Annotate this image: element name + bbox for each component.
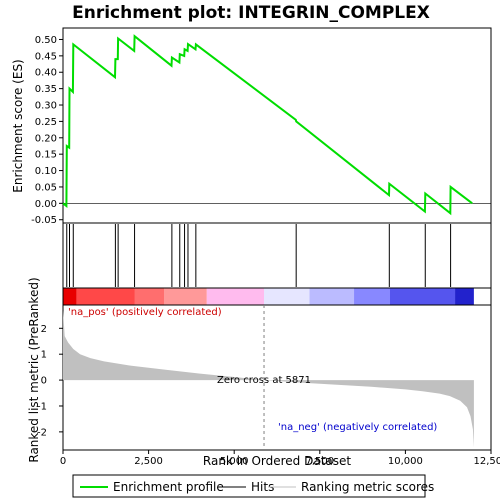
metric-y-tick-label: -1 xyxy=(37,401,47,412)
heatmap-segment xyxy=(164,288,207,305)
es-y-tick-label: 0.00 xyxy=(35,199,57,210)
es-y-tick-label: 0.10 xyxy=(35,166,57,177)
negative-label: 'na_neg' (negatively correlated) xyxy=(278,422,437,433)
chart-title: Enrichment plot: INTEGRIN_COMPLEX xyxy=(72,3,430,23)
x-axis: 0 2,500 5,000 7,500 10,000 12,500 xyxy=(60,450,500,467)
legend-label: Ranking metric scores xyxy=(301,480,434,494)
hit-markers xyxy=(66,224,452,287)
es-y-tick-label: 0.15 xyxy=(35,150,57,161)
positive-label: 'na_pos' (positively correlated) xyxy=(68,307,222,318)
metric-y-tick-label: 1 xyxy=(41,350,47,361)
metric-y-axis: 2 1 0 -1 -2 xyxy=(37,324,63,438)
x-tick-label: 2,500 xyxy=(134,456,163,467)
heatmap-segment xyxy=(134,288,165,305)
legend-box xyxy=(72,474,426,498)
heatmap-segment xyxy=(389,288,456,305)
es-y-tick-label: 0.30 xyxy=(35,101,57,112)
zero-cross-label: Zero cross at 5871 xyxy=(217,375,311,386)
x-tick-label: 7,500 xyxy=(305,456,334,467)
legend: Enrichment profile Hits Ranking metric sco… xyxy=(80,480,434,494)
metric-y-tick-label: -2 xyxy=(37,427,47,438)
es-y-tick-label: -0.05 xyxy=(31,215,57,226)
es-y-tick-label: 0.40 xyxy=(35,68,57,79)
es-y-tick-label: 0.05 xyxy=(35,182,57,193)
metric-y-tick-label: 2 xyxy=(41,324,47,335)
es-y-tick-label: 0.20 xyxy=(35,133,57,144)
metric-y-tick-label: 0 xyxy=(41,376,47,387)
heatmap-segment xyxy=(63,288,77,305)
x-tick-label: 0 xyxy=(60,456,66,467)
x-axis-label: Rank in Ordered Dataset xyxy=(203,454,351,468)
es-y-tick-label: 0.25 xyxy=(35,117,57,128)
heatmap-segment xyxy=(264,288,310,305)
legend-label: Enrichment profile xyxy=(113,480,224,494)
heatmap-segment xyxy=(455,288,474,305)
hits-panel xyxy=(62,222,492,289)
heatmap-segment xyxy=(76,288,135,305)
es-y-axis-label: Enrichment score (ES) xyxy=(11,59,25,192)
es-y-axis: -0.05 0.00 0.05 0.10 0.15 0.20 0.25 0.30 0.35 0.4… xyxy=(31,35,63,226)
es-profile-line xyxy=(62,34,473,216)
heatmap-segment xyxy=(354,288,390,305)
rank-heatmap-bar xyxy=(63,288,474,305)
es-y-tick-label: 0.45 xyxy=(35,51,57,62)
es-panel xyxy=(62,27,492,224)
metric-y-axis-label: Ranked list metric (PreRanked) xyxy=(27,277,41,462)
heatmap-segment xyxy=(206,288,265,305)
legend-label: Hits xyxy=(251,480,274,494)
x-tick-label: 10,000 xyxy=(388,456,423,467)
metric-area xyxy=(63,310,474,448)
es-y-tick-label: 0.35 xyxy=(35,84,57,95)
es-y-tick-label: 0.50 xyxy=(35,35,57,46)
x-tick-label: 12,500 xyxy=(474,456,500,467)
heatmap-segment xyxy=(309,288,355,305)
x-tick-label: 5,000 xyxy=(220,456,249,467)
